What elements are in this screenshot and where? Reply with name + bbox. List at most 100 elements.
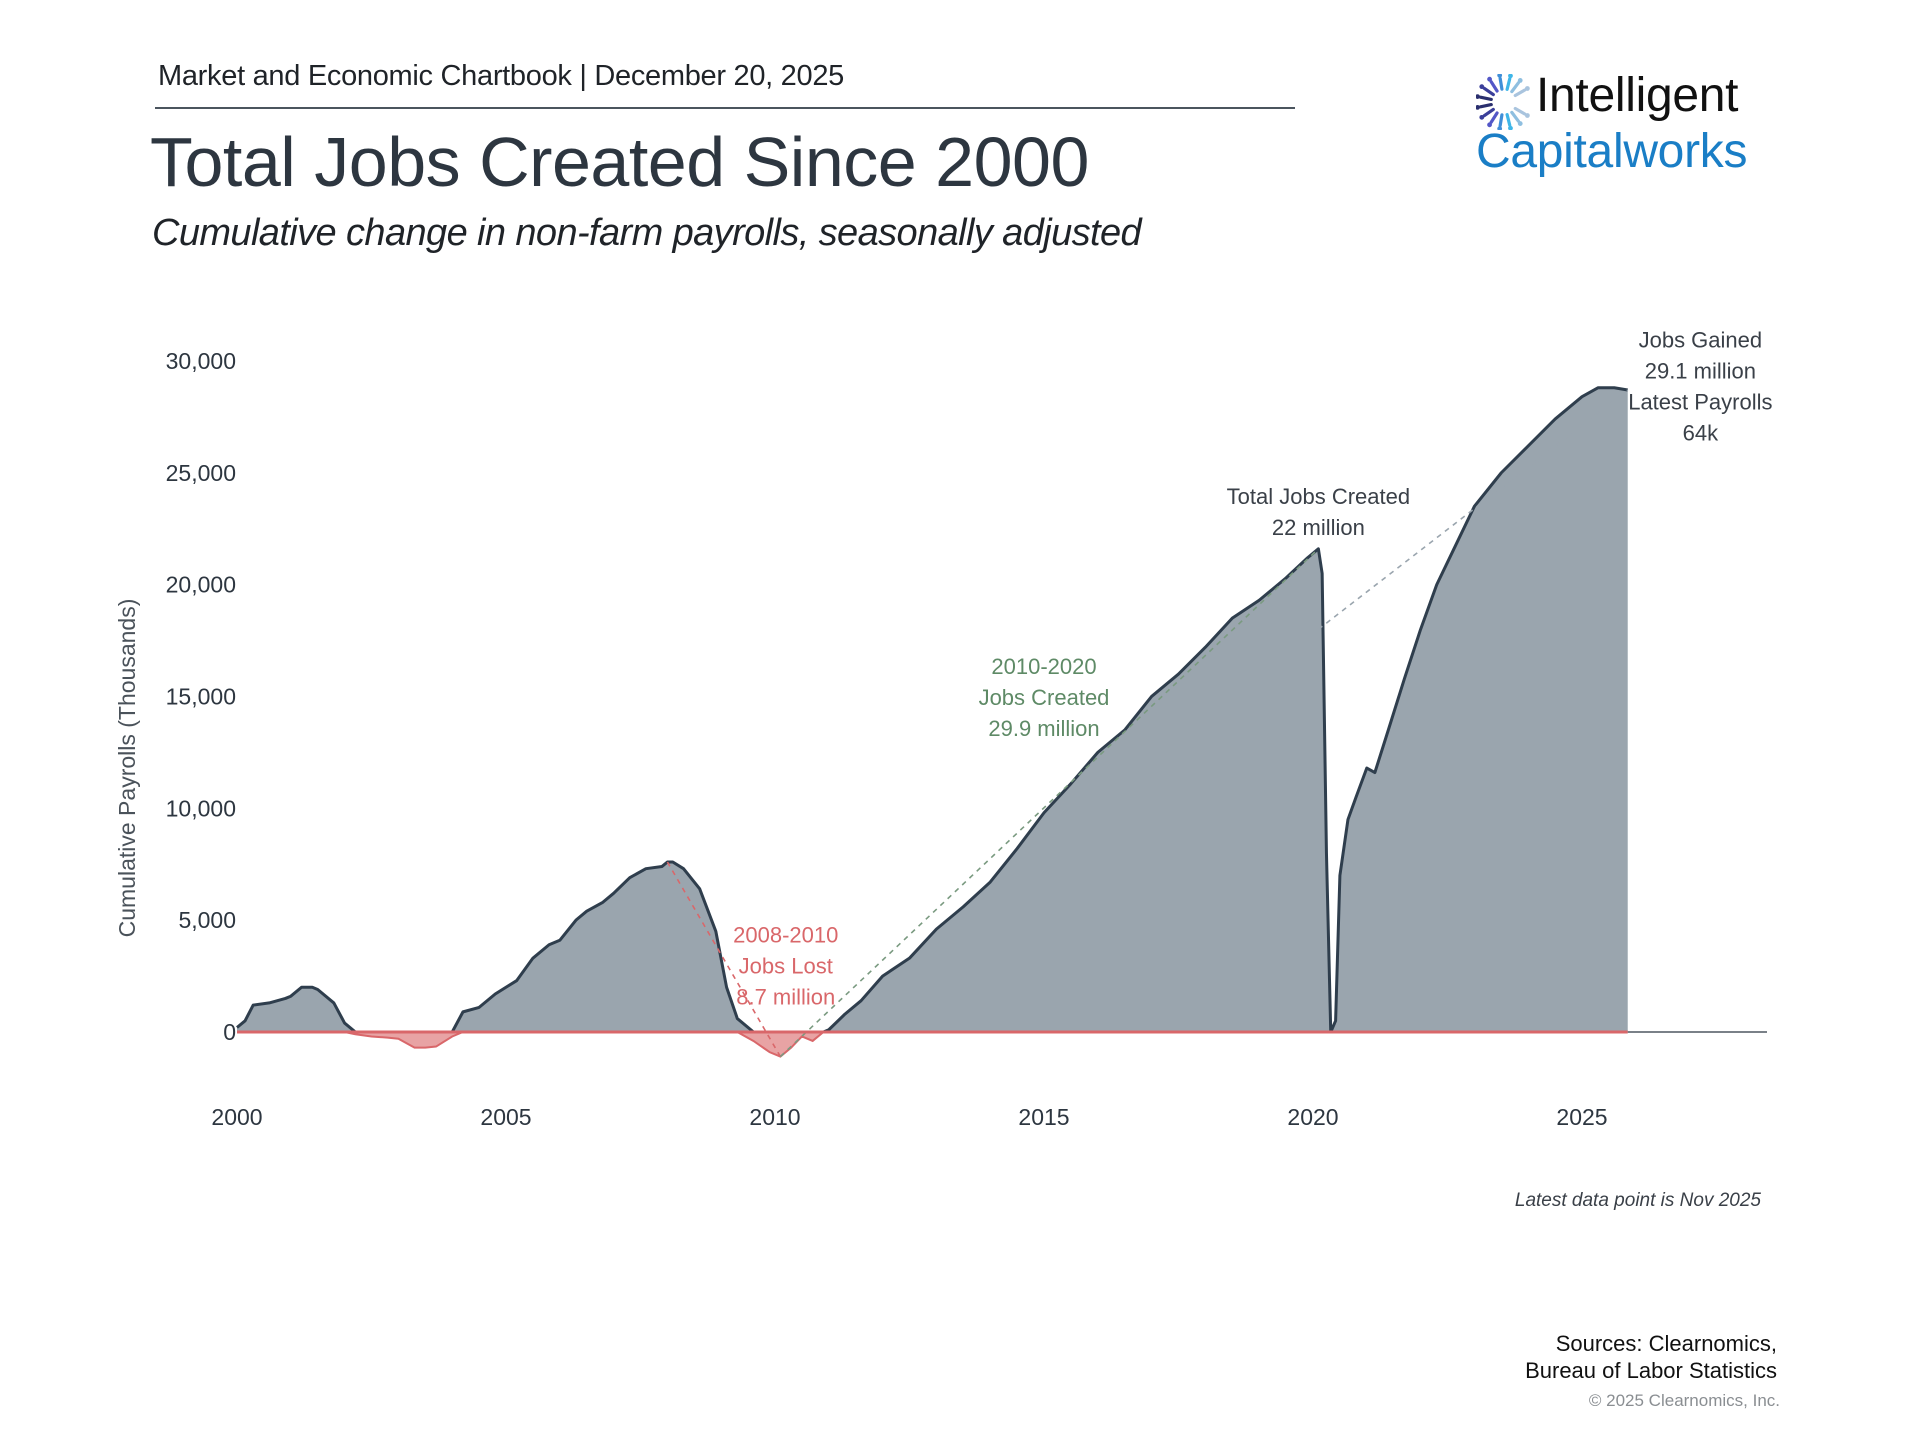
data-point [284, 997, 286, 999]
sources-line-1: Sources: Clearnomics, [1555, 1331, 1777, 1356]
sources-line-2: Bureau of Labor Statistics [1525, 1358, 1777, 1383]
x-tick-label: 2000 [211, 1104, 262, 1130]
trend-line [779, 548, 1319, 1058]
annotation-jobs-lost: 2008-2010 Jobs Lost 8.7 million [733, 923, 838, 1010]
y-tick-label: 20,000 [166, 572, 236, 598]
data-point [881, 975, 883, 977]
annotation-line: 2010-2020 [991, 654, 1096, 679]
data-point [268, 1002, 270, 1004]
logo-dot [1497, 126, 1503, 130]
data-point [908, 957, 910, 959]
logo-ray [1478, 95, 1493, 101]
annotation-line: 22 million [1272, 515, 1365, 540]
logo-ray [1498, 76, 1504, 91]
data-point [612, 892, 614, 894]
data-point [811, 1040, 813, 1042]
data-point [1419, 628, 1421, 630]
y-axis-label: Cumulative Payrolls (Thousands) [114, 599, 140, 938]
data-point [559, 939, 561, 941]
logo-dot [1487, 122, 1492, 128]
data-point [1097, 751, 1099, 753]
data-point [682, 867, 684, 869]
y-tick-label: 25,000 [166, 460, 236, 486]
logo-dot [1508, 125, 1513, 130]
annotation-line: 2008-2010 [733, 923, 838, 948]
data-point [1334, 1020, 1336, 1022]
trend-lines [666, 389, 1629, 1058]
data-point [397, 1038, 399, 1040]
company-logo: Intelligent Capitalworks [1476, 69, 1776, 187]
data-point [1231, 617, 1233, 619]
data-point [1321, 572, 1323, 574]
data-point [494, 993, 496, 995]
data-point [844, 1013, 846, 1015]
data-point [435, 1045, 437, 1047]
data-point [1527, 445, 1529, 447]
data-point [1613, 387, 1615, 389]
data-point [1387, 729, 1389, 731]
data-point [1473, 505, 1475, 507]
data-point [672, 861, 674, 863]
sunburst-c-logo-icon [1476, 74, 1530, 130]
data-point [629, 876, 631, 878]
trend-line [666, 861, 782, 1058]
data-point [661, 865, 663, 867]
data-point [252, 1004, 254, 1006]
annotation-line: Jobs Gained [1639, 327, 1763, 352]
data-point [602, 901, 604, 903]
x-tick-label: 2025 [1556, 1104, 1607, 1130]
annotation-jobs-created-decade: 2010-2020 Jobs Created 29.9 million [979, 654, 1110, 741]
logo-dot [1479, 114, 1485, 120]
data-point [413, 1046, 415, 1048]
data-point [768, 1051, 770, 1053]
data-point [1070, 782, 1072, 784]
data-point [311, 986, 313, 988]
data-point [736, 1017, 738, 1019]
annotation-line: Jobs Created [979, 685, 1110, 710]
data-point [244, 1020, 246, 1022]
data-point [1374, 771, 1376, 773]
annotation-line: 64k [1683, 420, 1719, 445]
data-point [725, 986, 727, 988]
positive-area [237, 387, 1628, 1032]
latest-data-note: Latest data point is Nov 2025 [1514, 1190, 1761, 1211]
data-point [1285, 577, 1287, 579]
annotation-line: Jobs Lost [739, 954, 833, 979]
annotation-line: 29.9 million [988, 716, 1099, 741]
data-point [1355, 796, 1357, 798]
annotation-total-jobs-2020: Total Jobs Created 22 million [1227, 484, 1410, 540]
data-point [1436, 583, 1438, 585]
data-point [1325, 852, 1327, 854]
y-tick-label: 30,000 [166, 348, 236, 374]
data-point [1150, 695, 1152, 697]
data-point [962, 906, 964, 908]
y-tick-label: 5,000 [178, 907, 236, 933]
logo-ray [1513, 88, 1527, 98]
copyright: © 2025 Clearnomics, Inc. [1588, 1391, 1780, 1410]
data-point [532, 957, 534, 959]
chartbook-header: Market and Economic Chartbook | December… [158, 60, 844, 92]
data-point [860, 999, 862, 1001]
data-point [317, 988, 319, 990]
logo-ray [1482, 86, 1495, 97]
data-point [698, 888, 700, 890]
data-point [715, 930, 717, 932]
data-point [1581, 395, 1583, 397]
logo-dot [1517, 121, 1523, 126]
data-point [424, 1046, 426, 1048]
data-point [290, 995, 292, 997]
y-tick-label: 10,000 [166, 795, 236, 821]
x-tick-label: 2010 [749, 1104, 800, 1130]
logo-ray [1489, 111, 1499, 124]
annotations: 2008-2010 Jobs Lost 8.7 million 2010-2020 Jo… [733, 327, 1772, 1009]
data-point [236, 1026, 238, 1028]
data-point [1554, 418, 1556, 420]
data-point [1500, 472, 1502, 474]
data-point [1306, 557, 1308, 559]
logo-dot [1476, 94, 1480, 99]
annotation-line: 8.7 million [736, 985, 835, 1010]
logo-ray [1505, 113, 1512, 127]
data-point [386, 1036, 388, 1038]
logo-ray [1505, 77, 1512, 91]
data-point [343, 1022, 345, 1024]
